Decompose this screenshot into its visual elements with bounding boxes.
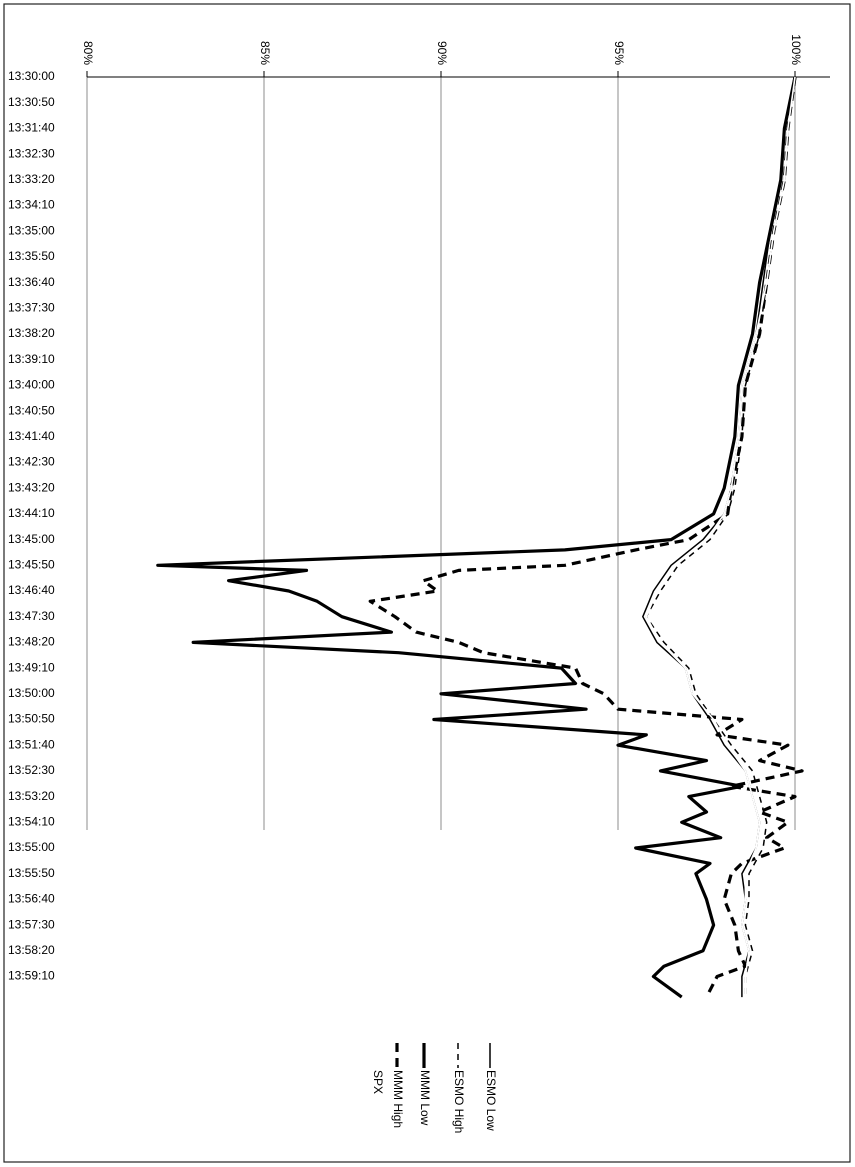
time-tick-label: 13:55:50 [8,866,55,880]
time-tick-label: 13:51:40 [8,737,55,751]
time-tick-label: 13:55:00 [8,840,55,854]
time-tick-label: 13:45:00 [8,532,55,546]
time-tick-label: 13:36:40 [8,275,55,289]
value-tick-label: 95% [612,41,626,65]
time-tick-label: 13:53:20 [8,789,55,803]
time-tick-label: 13:59:10 [8,969,55,983]
legend: ESMO Low ESMO High MMM Low MMM High SPX [371,1043,498,1133]
time-tick-label: 13:50:50 [8,712,55,726]
time-axis: 13:30:00 13:30:50 13:31:40 13:32:30 13:33:20… [8,69,55,983]
time-tick-label: 13:54:10 [8,814,55,828]
value-tick-label: 85% [258,41,272,65]
time-tick-label: 13:58:20 [8,943,55,957]
time-tick-label: 13:32:30 [8,146,55,160]
time-tick-label: 13:48:20 [8,635,55,649]
time-tick-label: 13:57:30 [8,917,55,931]
time-tick-label: 13:34:10 [8,198,55,212]
time-tick-label: 13:40:50 [8,403,55,417]
time-tick-label: 13:30:50 [8,95,55,109]
series-line-mmm-low [156,76,797,999]
series-line-spx [645,76,796,998]
time-tick-label: 13:33:20 [8,172,55,186]
time-tick-label: 13:42:30 [8,455,55,469]
time-tick-label: 13:39:10 [8,352,55,366]
time-tick-label: 13:35:50 [8,249,55,263]
chart-border [3,3,851,1163]
value-tick-label: 100% [789,34,803,65]
value-tick-label: 80% [81,41,95,65]
gridlines [86,77,796,830]
time-tick-label: 13:40:00 [8,378,55,392]
time-tick-label: 13:46:40 [8,583,55,597]
time-tick-label: 13:44:10 [8,506,55,520]
time-tick-label: 13:56:40 [8,892,55,906]
time-tick-label: 13:50:00 [8,686,55,700]
value-tick-label: 90% [435,41,449,65]
legend-label: SPX [371,1070,385,1094]
time-tick-label: 13:49:10 [8,660,55,674]
value-axis: 80% 85% 90% 95% 100% [81,34,830,78]
legend-label: ESMO Low [484,1070,498,1131]
legend-label: ESMO High [452,1070,466,1133]
time-tick-label: 13:45:50 [8,557,55,571]
series-line-esmo-low [642,76,796,998]
time-tick-label: 13:37:30 [8,300,55,314]
time-tick-label: 13:38:20 [8,326,55,340]
series-lines [156,76,804,999]
time-tick-label: 13:47:30 [8,609,55,623]
series-line-esmo-high [645,76,796,998]
time-tick-label: 13:31:40 [8,121,55,135]
time-tick-label: 13:52:30 [8,763,55,777]
time-tick-label: 13:35:00 [8,223,55,237]
legend-label: MMM High [391,1070,405,1128]
time-tick-label: 13:30:00 [8,69,55,83]
time-tick-label: 13:41:40 [8,429,55,443]
time-tick-label: 13:43:20 [8,480,55,494]
legend-label: MMM Low [418,1070,432,1126]
